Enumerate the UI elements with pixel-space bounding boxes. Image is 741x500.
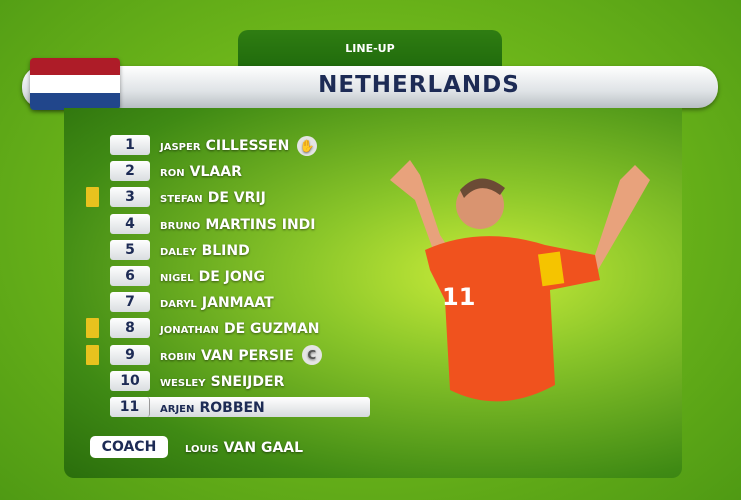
coach-last-name: VAN GAAL (223, 440, 304, 456)
player-name: DARYL JANMAAT (160, 292, 274, 315)
player-number: 5 (110, 239, 150, 260)
highlighted-player-bar: 11 ARJEN ROBBEN (110, 397, 370, 417)
player-last-name: JANMAAT (201, 295, 274, 312)
player-first-name: ARJEN (160, 404, 195, 415)
player-name: JASPER CILLESSEN ✋ (160, 135, 318, 158)
player-first-name: WESLEY (160, 377, 206, 389)
player-row: 2 RON VLAAR (0, 161, 400, 182)
lineup-tab: LINE-UP (238, 30, 502, 70)
player-first-name: RON (160, 168, 185, 180)
player-row: 11 ARJEN ROBBEN (0, 397, 400, 418)
player-last-name: DE JONG (198, 269, 265, 285)
player-last-name: VAN PERSIE (201, 347, 294, 364)
coach-first-name: LOUIS (185, 444, 219, 455)
player-row: 1 JASPER CILLESSEN ✋ (0, 135, 400, 156)
player-first-name: DALEY (160, 246, 197, 258)
player-name: ROBIN VAN PERSIE C (160, 345, 322, 368)
goalkeeper-glove-icon: ✋ (297, 135, 318, 156)
player-first-name: NIGEL (160, 273, 194, 284)
player-number: 7 (110, 292, 150, 313)
netherlands-flag-icon (30, 58, 120, 110)
player-number: 10 (110, 370, 150, 391)
player-last-name: MARTINS INDI (205, 216, 316, 233)
player-figure: 11 (390, 160, 650, 402)
player-first-name: ROBIN (160, 351, 196, 363)
player-name: JONATHAN DE GUZMAN (160, 318, 320, 341)
player-first-name: STEFAN (160, 194, 203, 206)
player-last-name: DE VRIJ (207, 190, 266, 207)
player-row: 7 DARYL JANMAAT (0, 292, 400, 313)
team-name: NETHERLANDS (318, 72, 520, 98)
player-name: ARJEN ROBBEN (160, 397, 265, 420)
player-first-name: JASPER (160, 142, 201, 153)
coach-label: COACH (90, 436, 168, 458)
player-number: 9 (110, 344, 150, 365)
title-bar (22, 66, 718, 108)
player-row: 10 WESLEY SNEIJDER (0, 370, 400, 394)
player-last-name: SNEIJDER (210, 373, 285, 390)
player-last-name: CILLESSEN (205, 138, 290, 154)
player-name: RON VLAAR (160, 161, 242, 184)
player-row: 6 NIGEL DE JONG (0, 266, 400, 287)
player-last-name: VLAAR (189, 164, 242, 181)
player-number: 6 (110, 266, 150, 286)
player-last-name: DE GUZMAN (223, 321, 320, 338)
yellow-card-icon (86, 318, 99, 339)
player-number: 1 (110, 135, 150, 155)
player-photo: 11 (390, 160, 650, 402)
captain-badge: C (301, 345, 322, 366)
yellow-card-icon (86, 344, 99, 365)
yellow-card-icon (86, 187, 99, 208)
player-row: 4 BRUNO MARTINS INDI (0, 213, 400, 237)
coach-name: LOUIS VAN GAAL (185, 437, 303, 460)
player-name: WESLEY SNEIJDER (160, 371, 284, 394)
player-number: 4 (110, 213, 150, 234)
player-last-name: ROBBEN (199, 400, 265, 416)
player-number: 3 (110, 187, 150, 208)
player-row: 8 JONATHAN DE GUZMAN (0, 318, 400, 339)
player-last-name: BLIND (201, 242, 250, 259)
player-name: STEFAN DE VRIJ (160, 187, 266, 210)
player-row: 5 DALEY BLIND (0, 239, 400, 263)
player-number: 2 (110, 161, 150, 182)
player-number: 11 (110, 397, 150, 417)
player-first-name: JONATHAN (160, 325, 219, 337)
player-first-name: DARYL (160, 299, 197, 311)
player-name: NIGEL DE JONG (160, 266, 265, 289)
player-row: 3 STEFAN DE VRIJ (0, 187, 400, 208)
svg-text:11: 11 (442, 283, 475, 311)
player-name: BRUNO MARTINS INDI (160, 214, 316, 237)
player-first-name: BRUNO (160, 220, 201, 232)
player-row: 9 ROBIN VAN PERSIE C (0, 344, 400, 368)
player-number: 8 (110, 318, 150, 339)
player-name: DALEY BLIND (160, 240, 250, 263)
